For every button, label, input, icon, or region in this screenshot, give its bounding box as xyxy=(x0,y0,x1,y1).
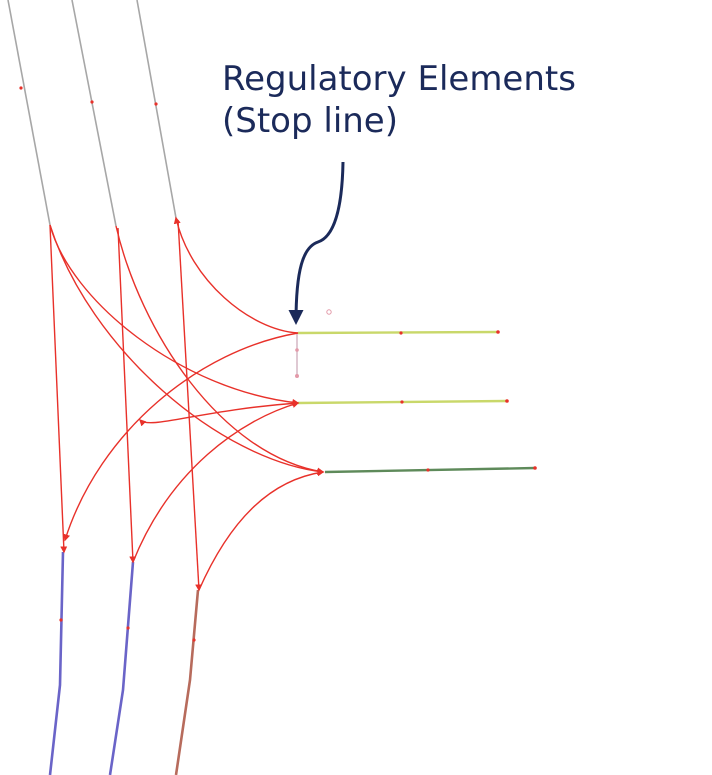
connector-left-straight xyxy=(49,224,68,554)
connector-middle-to-bottom xyxy=(115,225,325,475)
outgoing-lanes xyxy=(48,551,200,775)
connector-left-to-bottom xyxy=(49,224,325,475)
regulatory-elements-label: Regulatory Elements (Stop line) xyxy=(222,58,576,142)
outgoing-middle-lane xyxy=(108,561,135,775)
connector-lanelets xyxy=(49,216,325,592)
connector-bottom-from-middle-lane xyxy=(132,401,300,563)
outgoing-left-lane xyxy=(48,551,65,775)
connector-left-to-middle xyxy=(49,224,300,406)
incoming-middle-road xyxy=(71,0,117,227)
connector-middle-straight xyxy=(117,227,137,564)
label-line-2: (Stop line) xyxy=(222,101,398,141)
label-line-1: Regulatory Elements xyxy=(222,59,576,99)
outgoing-right-lane xyxy=(174,589,200,775)
connector-top-to-right-road xyxy=(173,216,299,334)
lane-points xyxy=(19,86,537,642)
stop-line xyxy=(295,309,332,378)
connector-bottom-from-right-lane xyxy=(198,469,325,591)
side-top-lane xyxy=(297,330,499,335)
callout-arrow xyxy=(288,161,345,325)
connector-top-to-left-lane xyxy=(63,332,299,542)
side-bottom-lane xyxy=(324,466,536,474)
incoming-left-road xyxy=(7,0,51,226)
side-lanes xyxy=(297,330,536,474)
incoming-right-road xyxy=(136,0,177,219)
connector-right-straight xyxy=(177,219,203,592)
connector-middle-to-left-lane xyxy=(139,402,299,427)
incoming-roads xyxy=(7,0,177,227)
